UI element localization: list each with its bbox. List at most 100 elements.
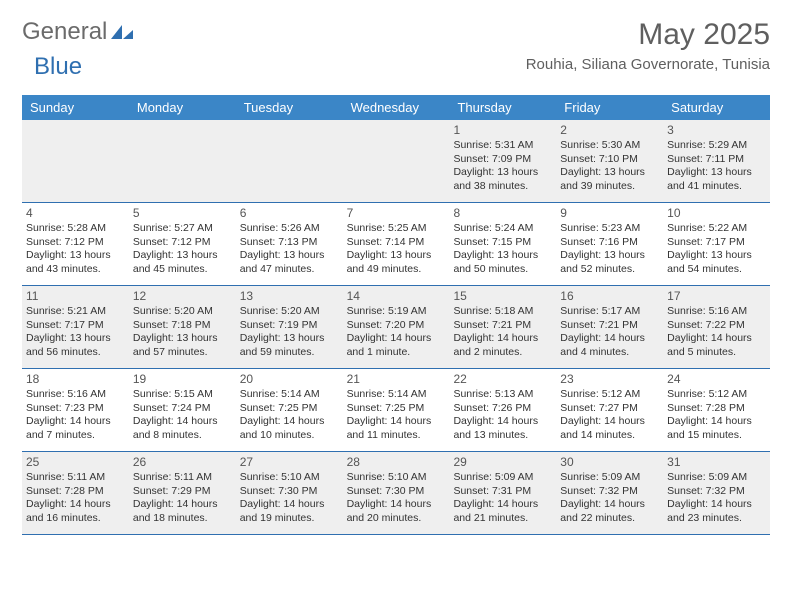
sunset-line: Sunset: 7:10 PM: [560, 153, 659, 166]
sunset-line: Sunset: 7:11 PM: [667, 153, 766, 166]
location-subtitle: Rouhia, Siliana Governorate, Tunisia: [526, 56, 770, 73]
sunrise-line: Sunrise: 5:15 AM: [133, 388, 232, 401]
calendar-cell: 2Sunrise: 5:30 AMSunset: 7:10 PMDaylight…: [556, 120, 663, 202]
sunrise-line: Sunrise: 5:13 AM: [453, 388, 552, 401]
day-number: 14: [347, 289, 446, 304]
daylight-line: Daylight: 14 hours and 23 minutes.: [667, 498, 766, 525]
daylight-line: Daylight: 13 hours and 45 minutes.: [133, 249, 232, 276]
daylight-line: Daylight: 13 hours and 50 minutes.: [453, 249, 552, 276]
calendar-cell: 3Sunrise: 5:29 AMSunset: 7:11 PMDaylight…: [663, 120, 770, 202]
day-number: 11: [26, 289, 125, 304]
sunset-line: Sunset: 7:29 PM: [133, 485, 232, 498]
calendar-cell: 10Sunrise: 5:22 AMSunset: 7:17 PMDayligh…: [663, 203, 770, 285]
day-number: 24: [667, 372, 766, 387]
calendar-cell: 31Sunrise: 5:09 AMSunset: 7:32 PMDayligh…: [663, 452, 770, 534]
calendar-cell: [343, 120, 450, 202]
sunrise-line: Sunrise: 5:10 AM: [347, 471, 446, 484]
calendar-cell: 4Sunrise: 5:28 AMSunset: 7:12 PMDaylight…: [22, 203, 129, 285]
daylight-line: Daylight: 13 hours and 54 minutes.: [667, 249, 766, 276]
daylight-line: Daylight: 14 hours and 13 minutes.: [453, 415, 552, 442]
dayhead-friday: Friday: [556, 95, 663, 120]
calendar-cell: 24Sunrise: 5:12 AMSunset: 7:28 PMDayligh…: [663, 369, 770, 451]
sunset-line: Sunset: 7:18 PM: [133, 319, 232, 332]
sunset-line: Sunset: 7:19 PM: [240, 319, 339, 332]
day-number: 2: [560, 123, 659, 138]
sunset-line: Sunset: 7:09 PM: [453, 153, 552, 166]
calendar-cell: 9Sunrise: 5:23 AMSunset: 7:16 PMDaylight…: [556, 203, 663, 285]
calendar-cell: 21Sunrise: 5:14 AMSunset: 7:25 PMDayligh…: [343, 369, 450, 451]
sunset-line: Sunset: 7:25 PM: [240, 402, 339, 415]
day-number: 16: [560, 289, 659, 304]
calendar-cell: 1Sunrise: 5:31 AMSunset: 7:09 PMDaylight…: [449, 120, 556, 202]
brand-part1: General: [22, 18, 107, 46]
sunrise-line: Sunrise: 5:12 AM: [667, 388, 766, 401]
sunrise-line: Sunrise: 5:30 AM: [560, 139, 659, 152]
calendar-cell: 7Sunrise: 5:25 AMSunset: 7:14 PMDaylight…: [343, 203, 450, 285]
sunset-line: Sunset: 7:12 PM: [26, 236, 125, 249]
sunset-line: Sunset: 7:21 PM: [560, 319, 659, 332]
sunrise-line: Sunrise: 5:22 AM: [667, 222, 766, 235]
calendar-body: 1Sunrise: 5:31 AMSunset: 7:09 PMDaylight…: [22, 120, 770, 535]
sunset-line: Sunset: 7:17 PM: [26, 319, 125, 332]
daylight-line: Daylight: 13 hours and 49 minutes.: [347, 249, 446, 276]
day-number: 12: [133, 289, 232, 304]
calendar-week: 4Sunrise: 5:28 AMSunset: 7:12 PMDaylight…: [22, 203, 770, 286]
day-number: 4: [26, 206, 125, 221]
daylight-line: Daylight: 13 hours and 43 minutes.: [26, 249, 125, 276]
daylight-line: Daylight: 13 hours and 47 minutes.: [240, 249, 339, 276]
day-number: 26: [133, 455, 232, 470]
day-number: 23: [560, 372, 659, 387]
day-number: 29: [453, 455, 552, 470]
daylight-line: Daylight: 14 hours and 18 minutes.: [133, 498, 232, 525]
calendar-cell: 23Sunrise: 5:12 AMSunset: 7:27 PMDayligh…: [556, 369, 663, 451]
calendar-cell: 8Sunrise: 5:24 AMSunset: 7:15 PMDaylight…: [449, 203, 556, 285]
sunrise-line: Sunrise: 5:20 AM: [240, 305, 339, 318]
sunset-line: Sunset: 7:22 PM: [667, 319, 766, 332]
calendar-cell: 16Sunrise: 5:17 AMSunset: 7:21 PMDayligh…: [556, 286, 663, 368]
daylight-line: Daylight: 13 hours and 39 minutes.: [560, 166, 659, 193]
sunrise-line: Sunrise: 5:17 AM: [560, 305, 659, 318]
sunset-line: Sunset: 7:24 PM: [133, 402, 232, 415]
daylight-line: Daylight: 14 hours and 10 minutes.: [240, 415, 339, 442]
dayhead-tuesday: Tuesday: [236, 95, 343, 120]
sunset-line: Sunset: 7:20 PM: [347, 319, 446, 332]
sunset-line: Sunset: 7:27 PM: [560, 402, 659, 415]
day-number: 21: [347, 372, 446, 387]
calendar-cell: 14Sunrise: 5:19 AMSunset: 7:20 PMDayligh…: [343, 286, 450, 368]
sunset-line: Sunset: 7:16 PM: [560, 236, 659, 249]
day-number: 15: [453, 289, 552, 304]
calendar-week: 18Sunrise: 5:16 AMSunset: 7:23 PMDayligh…: [22, 369, 770, 452]
calendar-cell: 19Sunrise: 5:15 AMSunset: 7:24 PMDayligh…: [129, 369, 236, 451]
daylight-line: Daylight: 13 hours and 57 minutes.: [133, 332, 232, 359]
daylight-line: Daylight: 14 hours and 11 minutes.: [347, 415, 446, 442]
sunset-line: Sunset: 7:30 PM: [240, 485, 339, 498]
sunrise-line: Sunrise: 5:23 AM: [560, 222, 659, 235]
dayhead-saturday: Saturday: [663, 95, 770, 120]
sunrise-line: Sunrise: 5:20 AM: [133, 305, 232, 318]
sunrise-line: Sunrise: 5:10 AM: [240, 471, 339, 484]
sunrise-line: Sunrise: 5:27 AM: [133, 222, 232, 235]
calendar-cell: [129, 120, 236, 202]
sunrise-line: Sunrise: 5:28 AM: [26, 222, 125, 235]
calendar-cell: 30Sunrise: 5:09 AMSunset: 7:32 PMDayligh…: [556, 452, 663, 534]
calendar-cell: 29Sunrise: 5:09 AMSunset: 7:31 PMDayligh…: [449, 452, 556, 534]
sunrise-line: Sunrise: 5:11 AM: [26, 471, 125, 484]
day-number: 30: [560, 455, 659, 470]
daylight-line: Daylight: 14 hours and 22 minutes.: [560, 498, 659, 525]
day-number: 17: [667, 289, 766, 304]
calendar-cell: 27Sunrise: 5:10 AMSunset: 7:30 PMDayligh…: [236, 452, 343, 534]
sunrise-line: Sunrise: 5:26 AM: [240, 222, 339, 235]
calendar-header-row: Sunday Monday Tuesday Wednesday Thursday…: [22, 95, 770, 120]
calendar-cell: 20Sunrise: 5:14 AMSunset: 7:25 PMDayligh…: [236, 369, 343, 451]
sunset-line: Sunset: 7:23 PM: [26, 402, 125, 415]
dayhead-thursday: Thursday: [449, 95, 556, 120]
title-block: May 2025 Rouhia, Siliana Governorate, Tu…: [526, 18, 770, 73]
sunset-line: Sunset: 7:28 PM: [26, 485, 125, 498]
calendar: Sunday Monday Tuesday Wednesday Thursday…: [22, 95, 770, 535]
daylight-line: Daylight: 14 hours and 20 minutes.: [347, 498, 446, 525]
sunset-line: Sunset: 7:21 PM: [453, 319, 552, 332]
daylight-line: Daylight: 13 hours and 41 minutes.: [667, 166, 766, 193]
calendar-cell: 28Sunrise: 5:10 AMSunset: 7:30 PMDayligh…: [343, 452, 450, 534]
sunrise-line: Sunrise: 5:09 AM: [453, 471, 552, 484]
calendar-week: 1Sunrise: 5:31 AMSunset: 7:09 PMDaylight…: [22, 120, 770, 203]
